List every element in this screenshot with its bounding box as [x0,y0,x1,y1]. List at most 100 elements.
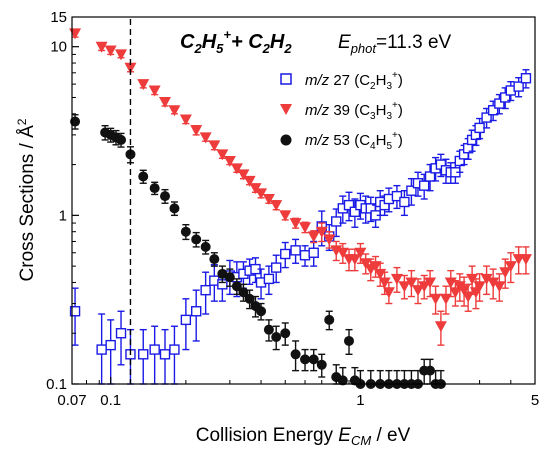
data-point [199,132,212,144]
data-point [331,216,342,227]
legend-entry-m27: m/z 27 (C2H3+) [305,70,403,92]
data-point [263,273,275,285]
legend-marker-m27 [280,73,292,85]
plot-frame [71,16,536,385]
series-layer [69,28,532,389]
y-tick-label: 10 [50,39,67,56]
data-point [138,171,149,182]
series-m53 [70,114,446,389]
data-point [200,241,211,252]
data-point [95,41,108,53]
data-point [425,365,436,376]
data-point [411,285,424,297]
data-point [290,245,301,256]
data-point [69,28,82,40]
data-point [308,354,319,365]
data-point [308,247,319,258]
data-point [290,349,301,360]
data-point [349,206,361,217]
data-point [279,210,292,222]
data-point [487,105,499,116]
legend-entry-m53: m/z 53 (C4H5+) [305,130,403,152]
data-point [390,273,403,285]
data-point [494,98,505,109]
data-point [434,321,447,333]
data-point [149,344,160,355]
reaction-label: C2H5++ C2H2 [180,27,292,56]
data-point [399,196,410,208]
data-point [238,287,249,298]
data-point [418,281,431,293]
data-point [191,234,202,245]
data-point [216,149,229,161]
data-point [299,222,312,234]
data-point [343,199,355,211]
y-tick-label: 0.1 [46,376,67,393]
data-point [180,226,191,237]
data-point [116,134,127,145]
data-point [115,49,128,61]
data-point [391,190,403,202]
data-point [224,272,235,283]
data-point [148,85,161,97]
data-point [159,96,172,108]
data-point [159,349,171,360]
data-point [191,306,202,317]
data-point [200,284,211,296]
y-tick-label: 1 [59,207,67,224]
data-point [271,331,282,342]
data-point [256,306,267,317]
photon-energy-label: Ephot=11.3 eV [338,32,452,56]
data-point [262,194,275,206]
data-point [344,335,355,346]
data-point [209,254,220,265]
data-point [208,140,221,152]
data-point [418,180,430,191]
data-point [230,163,243,175]
x-axis-title: Collision Energy ECM / eV [196,425,411,448]
data-point [481,112,492,123]
data-point [255,188,268,200]
data-point [359,258,372,270]
data-point [520,73,532,84]
data-point [466,273,479,285]
data-point [504,261,517,273]
data-point [263,324,274,335]
data-point [169,344,180,355]
legend-marker-m39 [280,104,292,115]
data-point [487,277,500,289]
data-point [398,281,411,293]
data-point [378,277,391,289]
data-point [243,175,256,187]
x-tick-label: 0.1 [100,392,121,409]
data-point [280,328,291,339]
data-point [105,339,116,351]
y-axis-title: Cross Sections / Å2 [15,118,38,281]
data-point [315,226,328,238]
data-point [500,92,511,103]
data-point [480,273,493,285]
data-point [324,314,335,325]
data-point [424,171,436,182]
data-point [160,191,171,202]
data-point [270,200,283,212]
y-tick-label: 15 [50,9,67,26]
x-tick-label: 5 [531,392,539,409]
x-tick-label: 0.07 [57,392,86,409]
data-point [137,79,150,91]
data-point [449,287,462,299]
data-point [323,234,336,246]
data-point [169,203,180,214]
data-point [289,218,302,230]
data-point [271,262,282,273]
data-point [179,114,192,126]
x-tick-label: 1 [356,392,364,409]
data-point [513,81,524,92]
data-point [405,277,418,289]
data-point [424,277,437,289]
data-point [190,125,203,137]
data-point [217,268,228,279]
data-point [382,287,395,299]
tick-layer [71,46,512,385]
